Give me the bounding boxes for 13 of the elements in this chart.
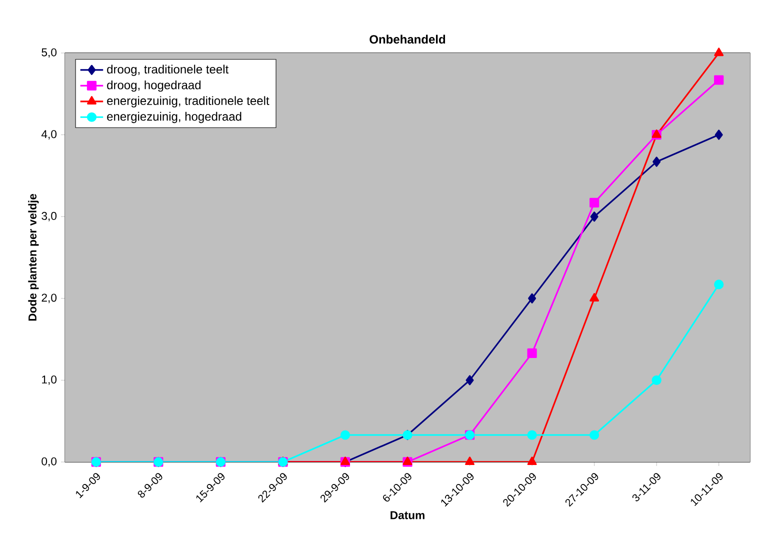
y-axis-title: Dode planten per veldje: [28, 194, 39, 321]
legend-label: energiezuinig, traditionele teelt: [107, 96, 270, 108]
chart-title: Onbehandeld: [370, 34, 446, 44]
y-tick-label: 0,0: [42, 457, 57, 467]
y-tick-label: 5,0: [42, 48, 57, 58]
y-tick-label: 2,0: [42, 294, 57, 304]
x-axis-title: Datum: [390, 511, 424, 520]
y-tick-label: 1,0: [42, 376, 57, 385]
y-tick-label: 3,0: [42, 212, 57, 222]
y-tick-label: 4,0: [41, 130, 57, 140]
legend-label: energiezuinig, hogedraad: [107, 112, 242, 124]
legend-label: droog, traditionele teelt: [107, 64, 229, 76]
legend-label: droog, hogedraad: [107, 80, 201, 92]
